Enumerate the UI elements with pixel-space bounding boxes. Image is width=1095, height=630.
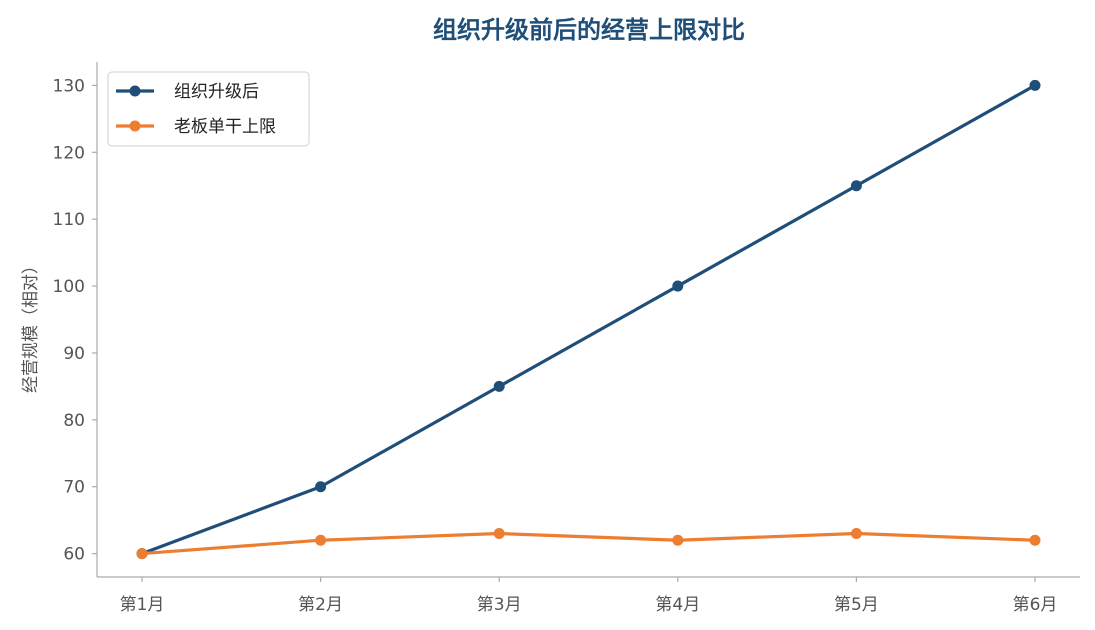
x-tick-label: 第2月 <box>298 595 343 615</box>
data-point <box>1029 534 1041 546</box>
y-tick-label: 110 <box>53 210 85 230</box>
y-tick-label: 70 <box>63 478 85 498</box>
series-2 <box>136 528 1041 560</box>
data-point <box>136 548 148 560</box>
legend-box <box>107 71 310 147</box>
x-tick-label: 第3月 <box>477 595 522 615</box>
x-tick-label: 第1月 <box>120 595 165 615</box>
data-point <box>850 180 862 192</box>
x-tick-label: 第5月 <box>834 595 879 615</box>
y-tick-label: 90 <box>63 344 85 364</box>
series-1 <box>136 79 1041 560</box>
y-tick-label: 130 <box>53 76 85 96</box>
data-point <box>672 280 684 292</box>
data-point <box>850 528 862 540</box>
data-point <box>315 481 327 493</box>
y-tick-label: 60 <box>63 545 85 565</box>
series-line <box>141 531 1036 556</box>
y-axis-title: 经营规模（相对） <box>21 257 41 393</box>
x-tick-label: 第4月 <box>655 595 700 615</box>
y-tick-label: 100 <box>53 277 85 297</box>
legend-swatch-marker <box>129 120 141 132</box>
data-point <box>315 534 327 546</box>
x-tick-label: 第6月 <box>1013 595 1058 615</box>
data-point <box>1029 79 1041 91</box>
axes: 60 70 80 90 100 110 120 130 第1月 第2月 第3月 第4月 第5月 第6月 <box>53 62 1080 615</box>
legend-label: 老板单干上限 <box>174 117 276 137</box>
data-point <box>672 534 684 546</box>
legend-swatch-marker <box>129 85 141 97</box>
y-tick-label: 120 <box>53 143 85 163</box>
data-point <box>493 528 505 540</box>
data-point <box>493 380 505 392</box>
legend-label: 组织升级后 <box>174 82 259 102</box>
series-line <box>141 84 1036 556</box>
series-layer <box>136 79 1041 560</box>
y-tick-label: 80 <box>63 411 85 431</box>
chart-title: 组织升级前后的经营上限对比 <box>433 16 745 44</box>
